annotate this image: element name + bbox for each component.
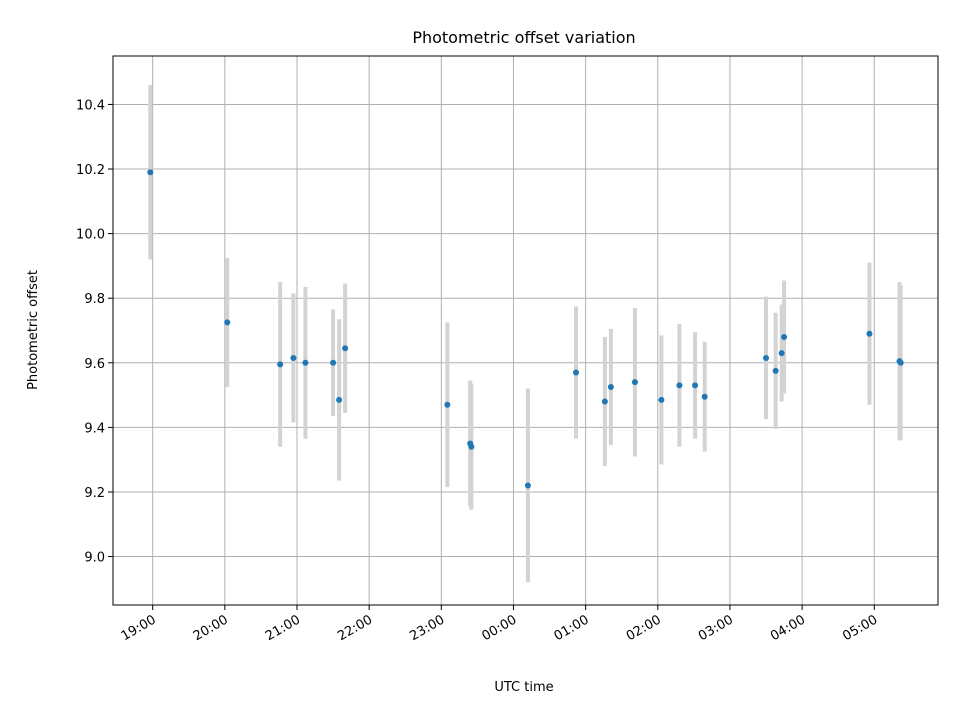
y-axis-label: Photometric offset <box>26 270 41 390</box>
data-point <box>277 361 284 368</box>
data-point <box>772 367 779 374</box>
chart-title: Photometric offset variation <box>412 28 635 47</box>
data-point <box>781 333 788 340</box>
y-tick-label: 10.4 <box>76 98 105 113</box>
plot-frame <box>112 55 939 606</box>
data-point <box>330 359 337 366</box>
data-point <box>658 396 665 403</box>
y-tick-label: 9.6 <box>84 357 105 372</box>
data-point <box>866 330 873 337</box>
data-point <box>147 169 154 176</box>
data-point <box>601 398 608 405</box>
data-point <box>302 359 309 366</box>
data-point <box>778 350 785 357</box>
data-point <box>468 443 475 450</box>
y-tick-label: 9.2 <box>84 486 105 501</box>
y-tick-label: 9.8 <box>84 292 105 307</box>
data-point <box>336 396 343 403</box>
y-tick-label: 9.4 <box>84 421 105 436</box>
data-point <box>607 384 614 391</box>
y-tick-label: 9.0 <box>84 551 105 566</box>
x-axis-label: UTC time <box>494 680 553 695</box>
data-point <box>342 345 349 352</box>
data-point <box>444 401 451 408</box>
data-point <box>701 393 708 400</box>
data-point <box>290 354 297 361</box>
data-point <box>631 379 638 386</box>
data-point <box>763 354 770 361</box>
data-points <box>147 169 904 489</box>
data-point <box>524 482 531 489</box>
data-point <box>692 382 699 389</box>
data-point <box>676 382 683 389</box>
y-axis-ticks: 9.0 9.2 9.4 9.6 9.8 10.0 10.2 10.4 <box>76 98 113 566</box>
y-tick-label: 10.2 <box>76 163 105 178</box>
data-point <box>573 369 580 376</box>
grid <box>113 56 938 605</box>
y-tick-label: 10.0 <box>76 228 105 243</box>
data-point <box>897 359 904 366</box>
data-point <box>224 319 231 326</box>
